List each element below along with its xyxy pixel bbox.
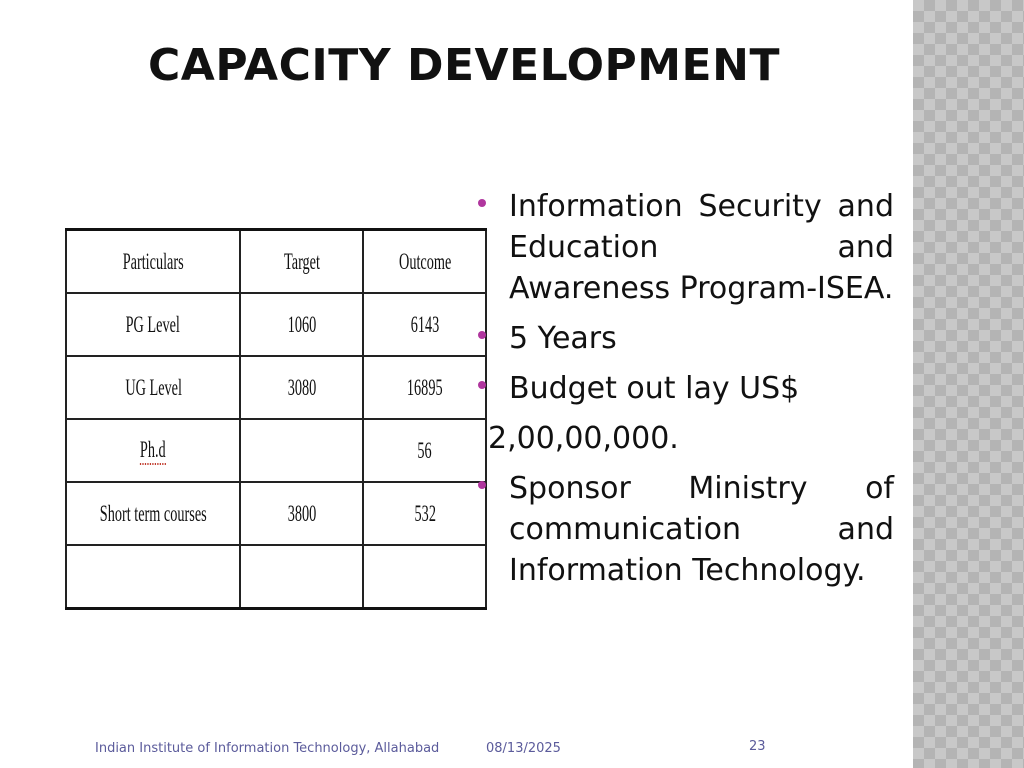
decorative-side-pattern bbox=[913, 0, 1024, 768]
bullet-text: 5 Years bbox=[509, 321, 617, 356]
bullet-dot-icon bbox=[478, 381, 486, 389]
footer-page-number: 23 bbox=[749, 739, 766, 754]
table-cell bbox=[362, 544, 488, 610]
bullet-dot-icon bbox=[478, 199, 486, 207]
bullet-item: Budget out lay US$ bbox=[478, 368, 894, 409]
table-header-cell: Outcome bbox=[362, 228, 488, 294]
table-cell: 532 bbox=[362, 481, 488, 546]
bullet-item: Sponsor Ministry of communication and In… bbox=[478, 468, 894, 591]
table-cell: Ph.d bbox=[64, 418, 242, 483]
bullet-text: Budget out lay US$ bbox=[509, 371, 800, 406]
table-cell: 1060 bbox=[239, 292, 365, 357]
table-cell bbox=[239, 544, 365, 610]
table-header-cell: Particulars bbox=[64, 228, 242, 294]
table-row: UG Level 3080 16895 bbox=[64, 355, 488, 420]
table-cell: 3080 bbox=[239, 355, 365, 420]
table-row: Ph.d 56 bbox=[64, 418, 488, 483]
bullet-dot-icon bbox=[478, 481, 486, 489]
table-cell bbox=[239, 418, 365, 483]
table-cell: UG Level bbox=[64, 355, 242, 420]
table-cell: PG Level bbox=[64, 292, 242, 357]
table-row: PG Level 1060 6143 bbox=[64, 292, 488, 357]
bullet-continuation: 2,00,00,000. bbox=[488, 421, 679, 456]
bullet-item: 5 Years bbox=[478, 318, 894, 359]
footer-institute: Indian Institute of Information Technolo… bbox=[95, 741, 440, 756]
bullet-text: Sponsor Ministry of communication and In… bbox=[509, 471, 894, 588]
table-row bbox=[64, 544, 488, 610]
table-cell: 3800 bbox=[239, 481, 365, 546]
footer-date: 08/13/2025 bbox=[486, 741, 561, 756]
bullet-list: Information Security and Education and A… bbox=[478, 186, 894, 600]
table-cell bbox=[64, 544, 242, 610]
table-row: Short term courses 3800 532 bbox=[64, 481, 488, 546]
table-header-cell: Target bbox=[239, 228, 365, 294]
bullet-dot-icon bbox=[478, 331, 486, 339]
table-cell: Short term courses bbox=[64, 481, 242, 546]
capacity-table: Particulars Target Outcome PG Level 1060… bbox=[64, 228, 488, 610]
table-cell: 16895 bbox=[362, 355, 488, 420]
bullet-item: Information Security and Education and A… bbox=[478, 186, 894, 309]
table-header-row: Particulars Target Outcome bbox=[64, 228, 488, 294]
bullet-text: Information Security and Education and A… bbox=[509, 189, 894, 306]
table-cell: 6143 bbox=[362, 292, 488, 357]
slide-title: CAPACITY DEVELOPMENT bbox=[148, 40, 780, 91]
table-cell: 56 bbox=[362, 418, 488, 483]
